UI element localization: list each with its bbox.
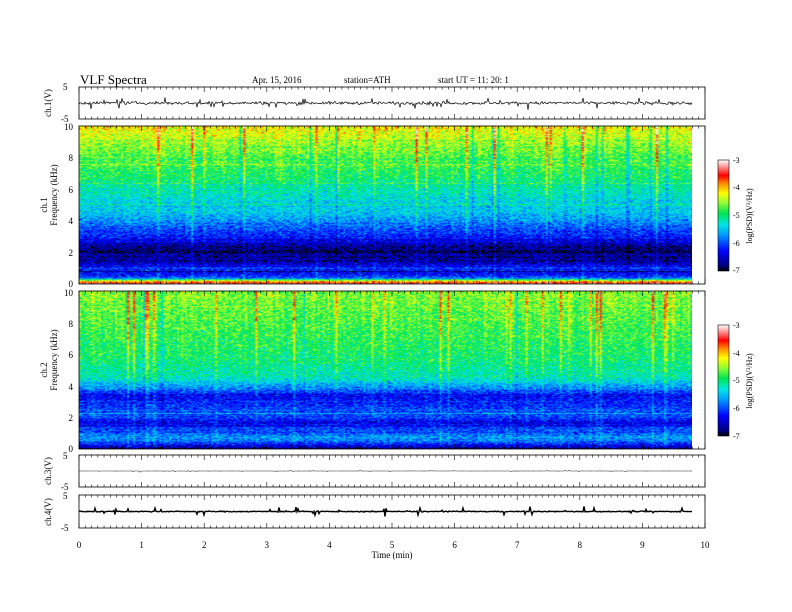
ch1-colorbar-tick-m5: -5 [733, 211, 740, 220]
ch1-freq-tick-4: 4 [69, 216, 74, 226]
ch2-freq-tick-2: 2 [69, 413, 74, 423]
ch2-spectrogram-panel: 10 8 6 4 2 0 ch.2 Frequency (kHz) [39, 288, 706, 454]
ch2-colorbar-label: log(PSD)(V²/Hz) [745, 353, 754, 409]
ch1-spectrogram-image [79, 126, 692, 284]
ch2-colorbar-tick-m7: -7 [733, 432, 740, 441]
ch4-waveform-trace [78, 505, 693, 518]
ch1-ytick-bottom: -5 [61, 114, 69, 124]
ch1-spectrogram-panel: 10 8 6 4 2 0 ch.1 Frequency (kHz) [39, 122, 706, 289]
ch1-colorbar: -3 -4 -5 -6 -7 log(PSD)(V²/Hz) [717, 156, 754, 275]
ch1-waveform-ylabel: ch.1(V) [43, 89, 53, 117]
x-tick-0: 0 [77, 540, 82, 550]
ch1-colorbar-tick-m7: -7 [733, 266, 740, 275]
ch1-colorbar-tick-m4: -4 [733, 183, 740, 192]
ch2-colorbar-gradient [717, 324, 730, 437]
start-time-label: start UT = 11: 20: 1 [438, 75, 509, 85]
ch2-colorbar-tick-m3: -3 [733, 321, 740, 330]
ch2-colorbar: -3 -4 -5 -6 -7 log(PSD)(V²/Hz) [717, 321, 754, 441]
x-tick-10: 10 [701, 540, 711, 550]
ch1-freq-tick-6: 6 [69, 185, 74, 195]
x-tick-8: 8 [578, 540, 583, 550]
ch4-waveform-panel: 5 -5 ch.4(V) [43, 491, 706, 533]
x-tick-5: 5 [390, 540, 395, 550]
ch2-freq-tick-8: 8 [69, 319, 74, 329]
ch2-freq-tick-4: 4 [69, 382, 74, 392]
ch1-frequency-ylabel: Frequency (kHz) [49, 164, 59, 225]
ch1-freq-tick-2: 2 [69, 248, 74, 258]
ch1-colorbar-gradient [717, 159, 730, 272]
x-tick-6: 6 [452, 540, 457, 550]
ch4-ytick-top: 5 [63, 491, 68, 501]
ch1-colorbar-label: log(PSD)(V²/Hz) [745, 188, 754, 244]
ch3-ytick-bottom: -5 [61, 482, 69, 492]
date-label: Apr. 15, 2016 [252, 75, 302, 85]
ch2-colorbar-tick-m6: -6 [733, 404, 740, 413]
ch1-colorbar-tick-m6: -6 [733, 239, 740, 248]
x-tick-7: 7 [515, 540, 520, 550]
ch3-waveform-ylabel: ch.3(V) [43, 457, 53, 485]
ch1-waveform-trace [78, 97, 693, 110]
ch3-ytick-top: 5 [63, 451, 68, 461]
ch2-spectrogram-image [79, 291, 692, 449]
x-tick-2: 2 [202, 540, 207, 550]
ch1-waveform-panel: 5 -5 ch.1(V) [43, 82, 706, 124]
ch1-freq-tick-10: 10 [64, 122, 74, 132]
ch2-channel-label: ch.2 [39, 362, 49, 377]
ch2-freq-tick-6: 6 [69, 350, 74, 360]
ch2-colorbar-tick-m4: -4 [733, 349, 740, 358]
ch1-freq-tick-0: 0 [69, 279, 74, 289]
station-label: station=ATH [344, 75, 391, 85]
ch4-waveform-ylabel: ch.4(V) [43, 498, 53, 526]
x-tick-1: 1 [139, 540, 144, 550]
ch2-colorbar-tick-m5: -5 [733, 376, 740, 385]
ch3-waveform-trace [79, 469, 693, 473]
ch1-ytick-top: 5 [63, 82, 68, 92]
ch4-ytick-bottom: -5 [61, 523, 69, 533]
ch2-frequency-ylabel: Frequency (kHz) [49, 329, 59, 390]
x-axis-label: Time (min) [372, 550, 413, 560]
x-tick-9: 9 [640, 540, 645, 550]
ch1-freq-tick-8: 8 [69, 153, 74, 163]
time-axis-ticks [78, 87, 706, 528]
ch2-freq-tick-10: 10 [64, 288, 74, 298]
x-tick-4: 4 [327, 540, 332, 550]
x-tick-3: 3 [265, 540, 270, 550]
ch2-freq-tick-0: 0 [69, 444, 74, 454]
ch3-waveform-panel: 5 -5 ch.3(V) [43, 451, 706, 492]
ch1-colorbar-tick-m3: -3 [733, 156, 740, 165]
ch1-channel-label: ch.1 [39, 197, 49, 212]
chart-title: VLF Spectra [80, 72, 147, 87]
